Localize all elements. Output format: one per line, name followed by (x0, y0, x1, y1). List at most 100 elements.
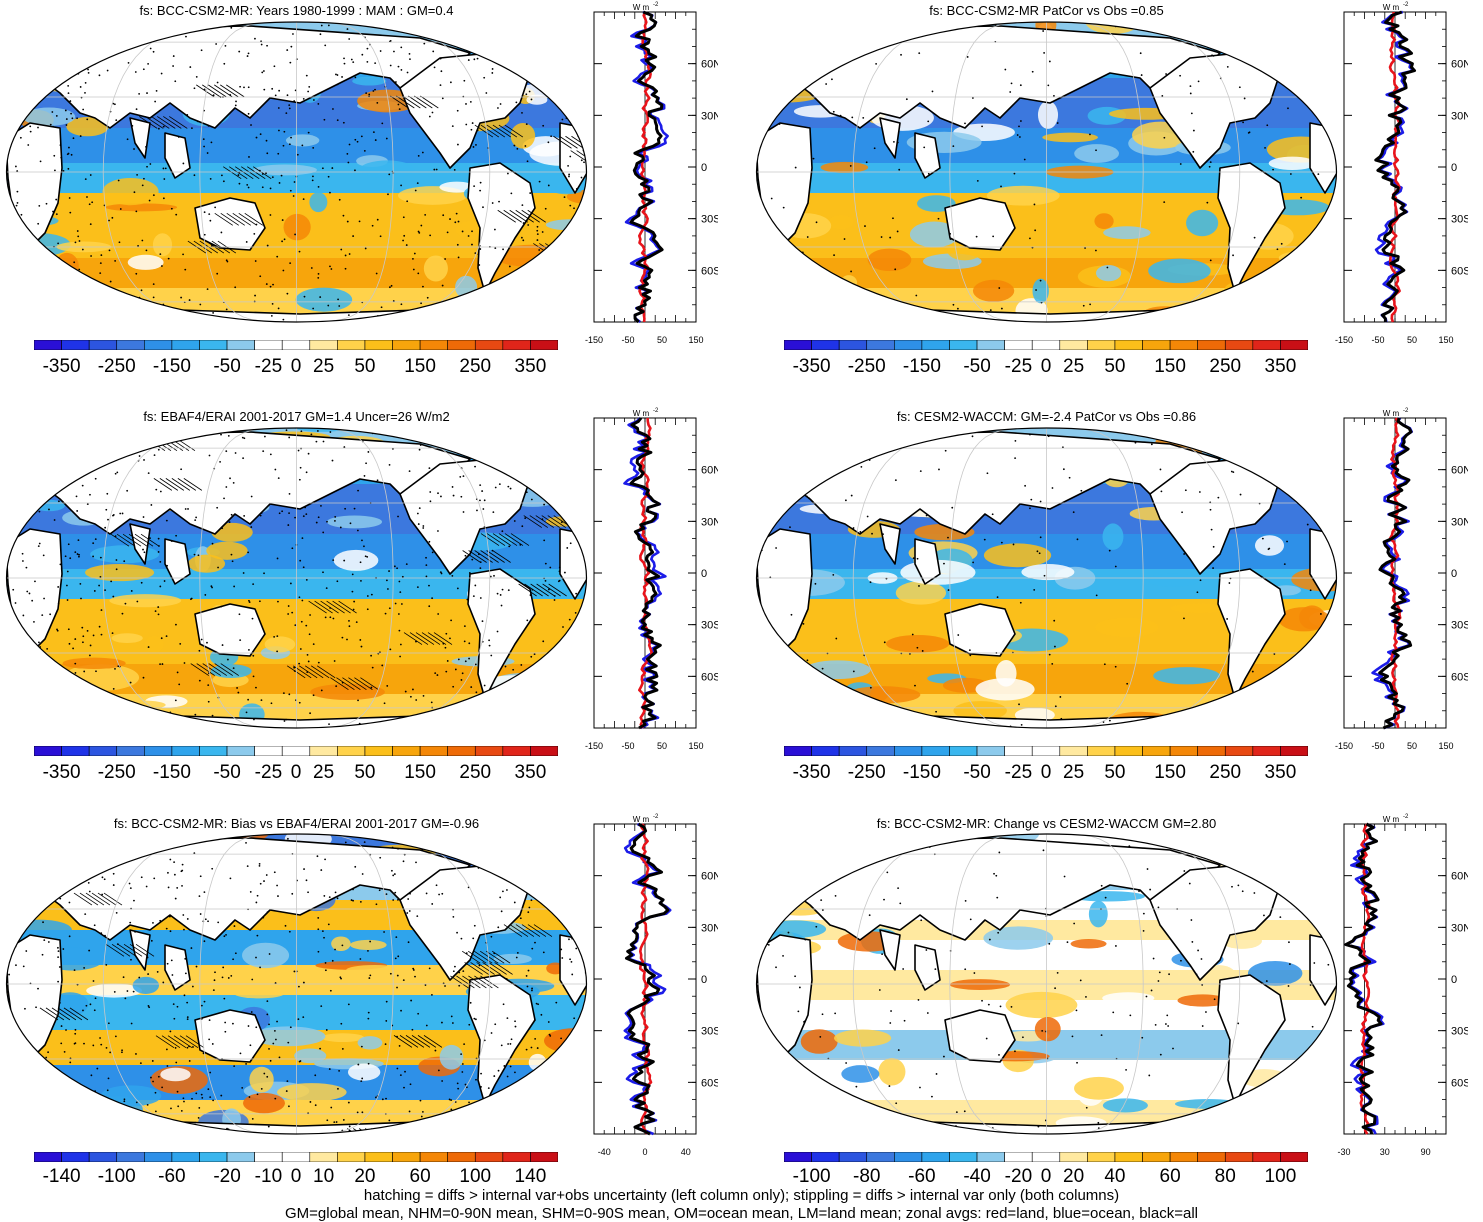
svg-text:90: 90 (1421, 1147, 1431, 1157)
svg-text:150: 150 (1438, 741, 1453, 751)
colorbar-tick-label: 350 (1264, 356, 1297, 377)
svg-text:0: 0 (1451, 568, 1457, 580)
svg-text:-50: -50 (621, 335, 634, 345)
svg-text:40: 40 (681, 1147, 691, 1157)
panel-4-zonal-profile: W m -2 60N 30N 0 30S 60S -150 -50 50 150 (1335, 408, 1468, 751)
panel-3-colorbar (34, 746, 558, 756)
panel-4-colorbar-labels: -350 -250 -150 -50 -25 0 25 50 150 250 350 (784, 762, 1308, 786)
colorbar-tick-label: 50 (354, 356, 376, 377)
colorbar-tick-label: -250 (97, 762, 136, 783)
svg-text:W m: W m (1383, 409, 1400, 418)
svg-text:30S: 30S (1451, 1026, 1468, 1038)
colorbar-tick-label: 0 (290, 1166, 302, 1187)
colorbar-tick-label: 350 (1264, 762, 1297, 783)
svg-text:-150: -150 (1335, 741, 1353, 751)
svg-text:60N: 60N (701, 871, 718, 883)
footer-note-hatching: hatching = diffs > internal var+obs unce… (363, 1187, 1120, 1204)
svg-text:60S: 60S (701, 265, 718, 277)
colorbar-tick-label: -150 (152, 762, 191, 783)
colorbar-tick-label: 25 (313, 762, 335, 783)
svg-text:-150: -150 (585, 741, 603, 751)
panel-1-colorbar (34, 340, 558, 350)
colorbar-tick-label: -50 (213, 762, 241, 783)
panel-3-zonal-profile: W m -2 60N 30N 0 30S 60S -150 -50 50 150 (585, 408, 718, 751)
svg-text:-40: -40 (598, 1147, 611, 1157)
panel-1-colorbar-labels: -350 -250 -150 -50 -25 0 25 50 150 250 350 (34, 356, 558, 380)
svg-text:50: 50 (657, 335, 667, 345)
svg-text:30S: 30S (1451, 620, 1468, 632)
svg-text:30N: 30N (1451, 922, 1468, 934)
colorbar-tick-label: 0 (1040, 762, 1052, 783)
colorbar-tick-label: 150 (404, 356, 436, 377)
svg-text:0: 0 (701, 974, 707, 986)
svg-text:W m: W m (633, 815, 650, 824)
svg-text:50: 50 (1407, 335, 1417, 345)
colorbar-tick-label: 40 (1104, 1166, 1126, 1187)
svg-text:0: 0 (701, 162, 707, 174)
colorbar-tick-label: 25 (1063, 762, 1085, 783)
colorbar-tick-label: -150 (152, 356, 191, 377)
svg-text:30S: 30S (1451, 214, 1468, 226)
colorbar-tick-label: -100 (97, 1166, 136, 1187)
svg-text:60N: 60N (701, 465, 718, 477)
svg-text:60S: 60S (1451, 265, 1468, 277)
svg-text:60N: 60N (1451, 465, 1468, 477)
colorbar-tick-label: -40 (963, 1166, 991, 1187)
panel-4-colorbar (784, 746, 1308, 756)
colorbar-tick-label: 150 (404, 762, 436, 783)
colorbar-tick-label: 250 (459, 356, 492, 377)
svg-text:30N: 30N (1451, 110, 1468, 122)
svg-text:30S: 30S (701, 620, 718, 632)
colorbar-tick-label: 100 (459, 1166, 492, 1187)
panel-2-title: fs: BCC-CSM2-MR PatCor vs Obs =0.85 (929, 3, 1164, 18)
svg-text:30N: 30N (701, 516, 718, 528)
svg-text:60S: 60S (1451, 671, 1468, 683)
colorbar-tick-label: 0 (1040, 356, 1052, 377)
svg-text:0: 0 (1451, 974, 1457, 986)
svg-text:W m: W m (1383, 815, 1400, 824)
panel-5-zonal-profile: W m -2 60N 30N 0 30S 60S -40 0 40 (593, 814, 718, 1157)
svg-text:-2: -2 (1403, 814, 1409, 820)
svg-text:150: 150 (688, 335, 703, 345)
panel-6-title: fs: BCC-CSM2-MR: Change vs CESM2-WACCM G… (876, 816, 1217, 831)
panel-6-colorbar (784, 1152, 1308, 1162)
colorbar-tick-label: -100 (792, 1166, 831, 1187)
colorbar-tick-label: -25 (254, 356, 283, 377)
colorbar-tick-label: 0 (290, 762, 302, 783)
footer-note-means: GM=global mean, NHM=0-90N mean, SHM=0-90… (284, 1205, 1198, 1222)
svg-text:50: 50 (657, 741, 667, 751)
colorbar-tick-label: -140 (42, 1166, 81, 1187)
colorbar-tick-label: 50 (354, 762, 376, 783)
svg-text:-2: -2 (653, 408, 659, 414)
colorbar-tick-label: 350 (514, 762, 547, 783)
colorbar-tick-label: 0 (290, 356, 302, 377)
colorbar-tick-label: -50 (213, 356, 241, 377)
colorbar-tick-label: 50 (1104, 356, 1126, 377)
panel-6-map (755, 833, 1338, 1135)
colorbar-tick-label: -350 (42, 762, 81, 783)
colorbar-tick-label: 140 (514, 1166, 547, 1187)
panel-6-zonal-profile: W m -2 60N 30N 0 30S 60S -30 30 90 (1337, 814, 1468, 1157)
colorbar-tick-label: -60 (158, 1166, 186, 1187)
svg-text:30N: 30N (701, 922, 718, 934)
colorbar-tick-label: 25 (313, 356, 335, 377)
svg-text:60S: 60S (701, 671, 718, 683)
colorbar-tick-label: -25 (254, 762, 283, 783)
svg-text:60N: 60N (701, 59, 718, 71)
svg-text:60N: 60N (1451, 871, 1468, 883)
panel-1-map (5, 21, 588, 323)
svg-text:-150: -150 (1335, 335, 1353, 345)
colorbar-tick-label: -250 (847, 356, 886, 377)
svg-text:30: 30 (1380, 1147, 1390, 1157)
panel-2-map (755, 21, 1338, 323)
colorbar-tick-label: -20 (213, 1166, 241, 1187)
colorbar-tick-label: 150 (1154, 356, 1186, 377)
colorbar-tick-label: -250 (847, 762, 886, 783)
colorbar-tick-label: 60 (409, 1166, 431, 1187)
panel-5-map (5, 833, 588, 1135)
svg-text:150: 150 (1438, 335, 1453, 345)
colorbar-tick-label: -250 (97, 356, 136, 377)
panel-6-colorbar-labels: -100 -80 -60 -40 -20 0 20 40 60 80 100 (784, 1166, 1308, 1190)
colorbar-tick-label: 250 (459, 762, 492, 783)
svg-text:-2: -2 (1403, 408, 1409, 414)
